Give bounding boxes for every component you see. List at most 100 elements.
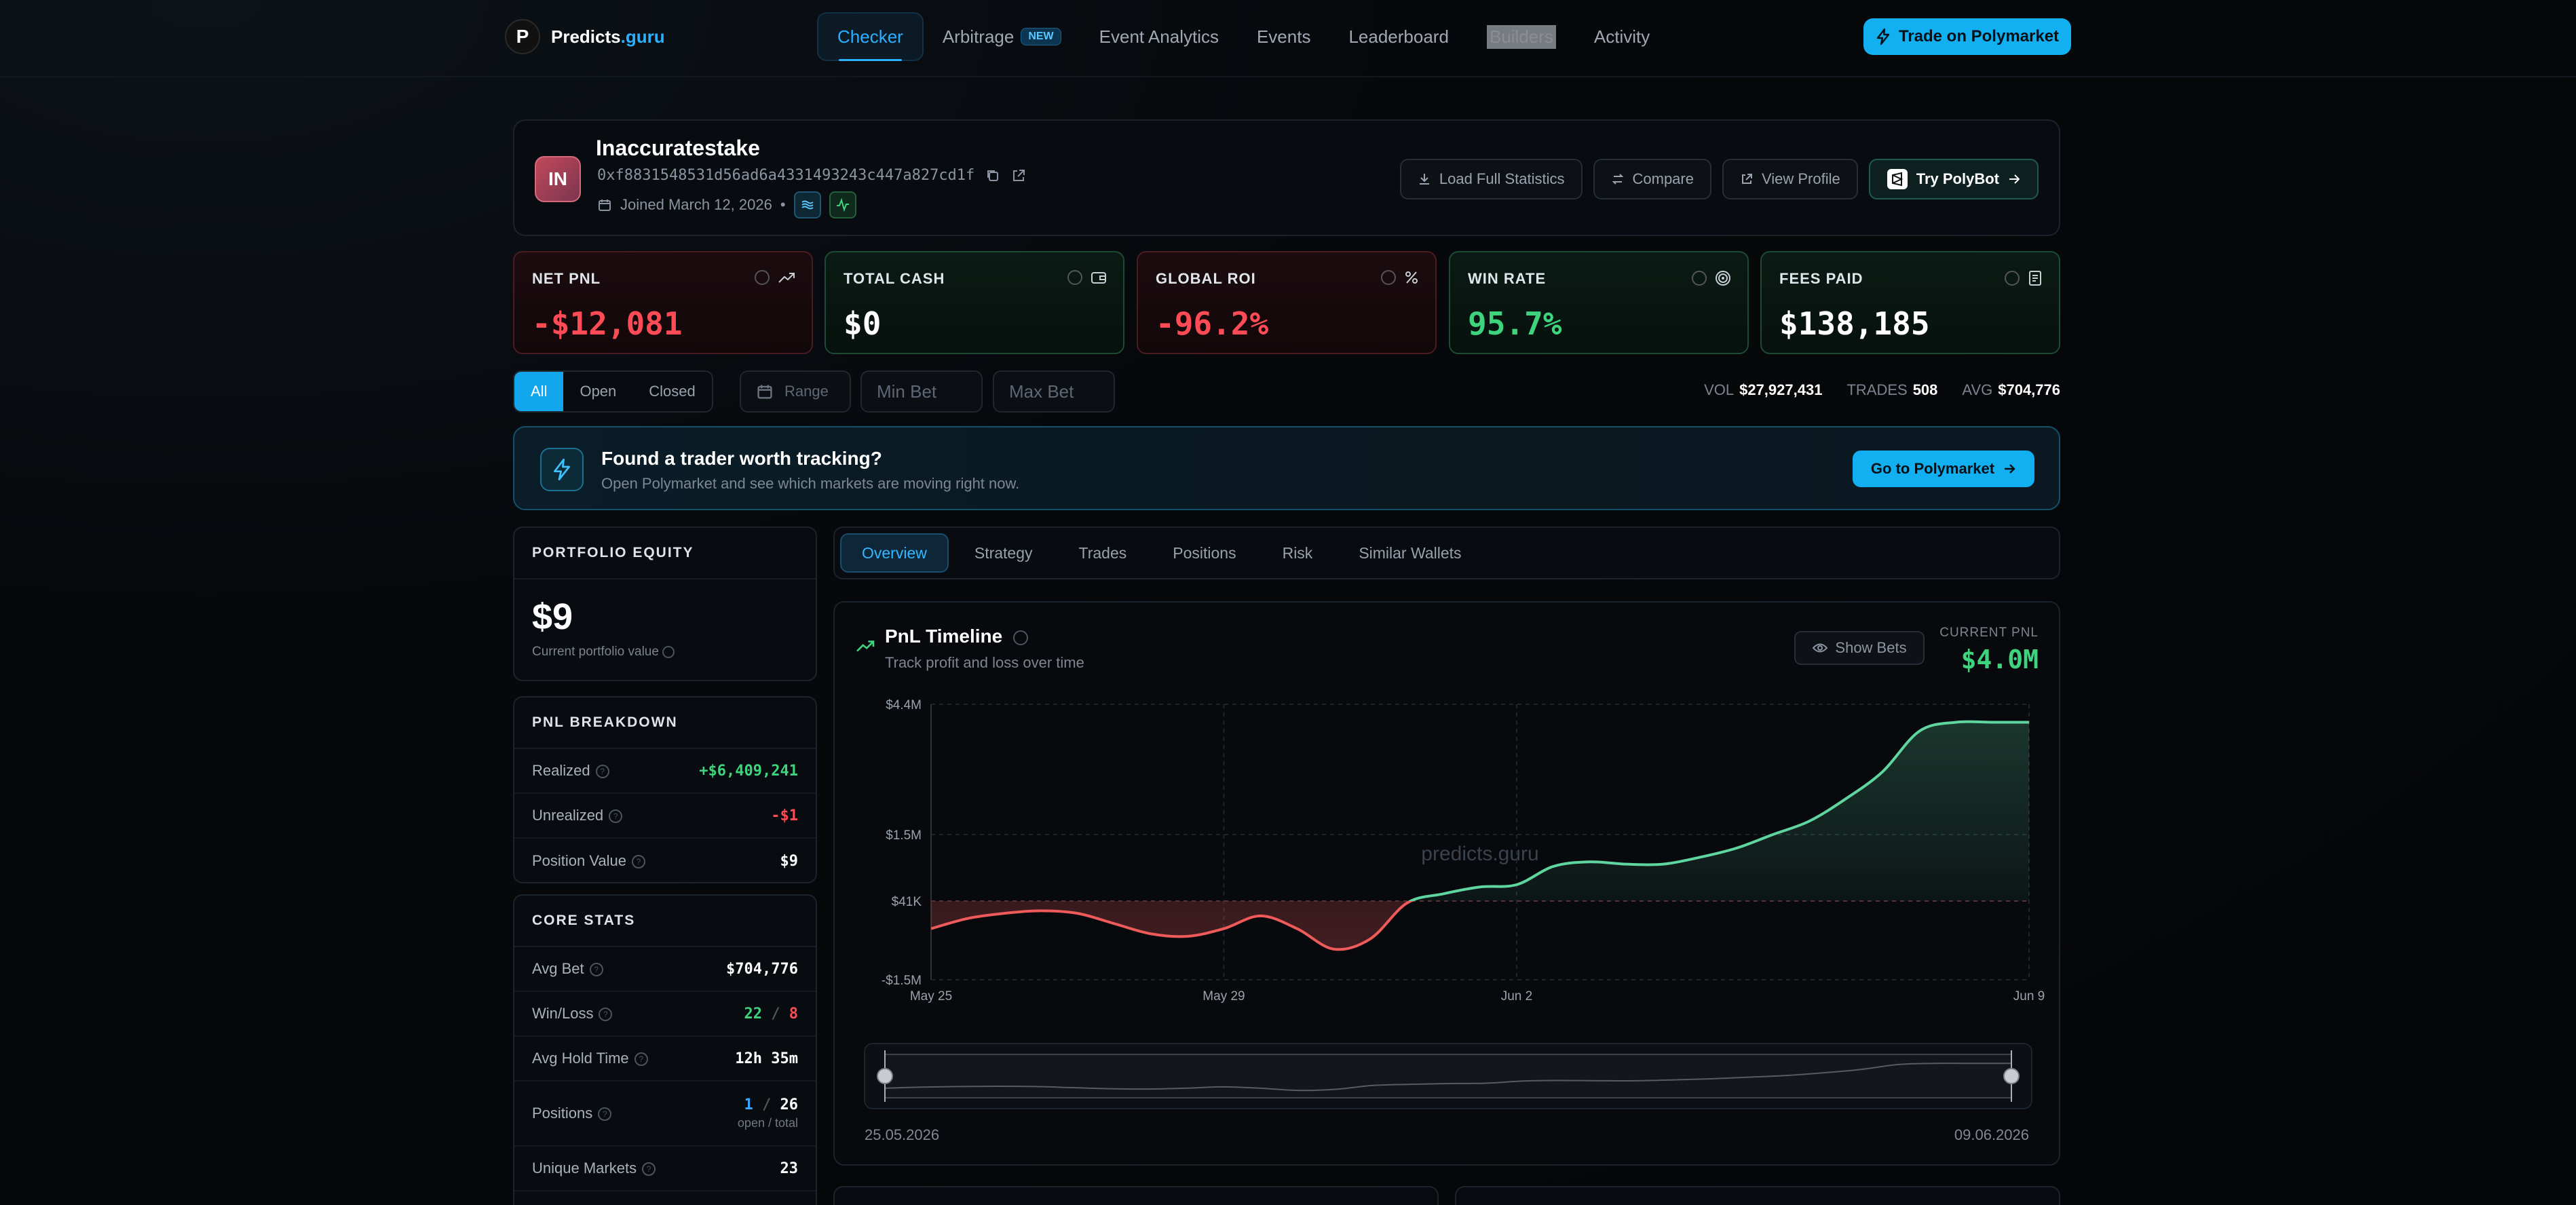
tab-trades[interactable]: Trades bbox=[1078, 543, 1127, 562]
polymarket-banner: Found a trader worth tracking? Open Poly… bbox=[513, 426, 2060, 510]
unique-markets-row: Unique Markets? 23 bbox=[514, 1147, 816, 1191]
calendar-icon bbox=[757, 385, 772, 399]
nav-builders[interactable]: Builders bbox=[1468, 12, 1575, 61]
y-tick-label: $41K bbox=[892, 895, 922, 909]
download-icon bbox=[1419, 174, 1429, 185]
info-icon[interactable] bbox=[755, 270, 770, 285]
summary-metrics: VOL $27,927,431 TRADES 508 AVG $704,776 bbox=[1704, 381, 2060, 399]
info-icon[interactable] bbox=[1692, 271, 1707, 286]
calendar-icon bbox=[599, 199, 611, 211]
y-tick-label: -$1.5M bbox=[882, 974, 922, 988]
profile-actions: Load Full Statistics Compare View Profil… bbox=[1399, 159, 2039, 199]
show-bets-button[interactable]: Show Bets bbox=[1794, 631, 1925, 665]
strategy-chip[interactable] bbox=[793, 191, 821, 218]
separator-dot: • bbox=[780, 196, 786, 213]
detail-tabs: Overview Strategy Trades Positions Risk … bbox=[833, 527, 2060, 579]
info-icon: ? bbox=[642, 1162, 656, 1177]
info-icon[interactable] bbox=[1381, 270, 1396, 285]
core-stats-card: CORE STATS Avg Bet? $704,776 Win/Loss? 22 … bbox=[513, 894, 817, 1205]
x-tick-label: Jun 2 bbox=[1501, 989, 1532, 1003]
compare-button[interactable]: Compare bbox=[1593, 159, 1711, 199]
info-icon: ? bbox=[634, 1052, 648, 1067]
nav-arbitrage[interactable]: Arbitrage NEW bbox=[924, 12, 1080, 61]
nav-event-analytics[interactable]: Event Analytics bbox=[1099, 26, 1219, 47]
trending-up-icon bbox=[856, 640, 875, 652]
global-roi-value: -96.2% bbox=[1156, 305, 1269, 342]
info-icon: ? bbox=[595, 765, 609, 779]
fees-paid-value: $138,185 bbox=[1779, 305, 1930, 342]
tab-risk[interactable]: Risk bbox=[1282, 543, 1313, 562]
nav-events[interactable]: Events bbox=[1256, 26, 1311, 47]
positions-row: Positions? 1 / 26 open / total bbox=[514, 1082, 816, 1147]
max-bet-input[interactable]: Max Bet bbox=[993, 370, 1115, 413]
realized-row: Realized? +$6,409,241 bbox=[514, 749, 816, 794]
nav-links: Checker Arbitrage NEW Event Analytics Eve… bbox=[817, 12, 1669, 61]
stat-win-rate: WIN RATE 95.7% bbox=[1449, 251, 1749, 354]
trade-on-polymarket-button[interactable]: Trade on Polymarket bbox=[1863, 18, 2071, 55]
brush-handle-end[interactable] bbox=[2003, 1068, 2020, 1084]
tab-overview[interactable]: Overview bbox=[840, 533, 949, 573]
range-end-label: 09.06.2026 bbox=[1954, 1126, 2029, 1143]
pnl-line-negative bbox=[931, 901, 1415, 951]
position-value-row: Position Value? $9 bbox=[532, 852, 798, 870]
trending-up-icon bbox=[778, 273, 795, 283]
chart-title: PnL Timeline bbox=[885, 626, 1029, 647]
chart-subtitle: Track profit and loss over time bbox=[885, 654, 1084, 671]
brush-sparkline bbox=[884, 1063, 2011, 1092]
pnl-line-positive bbox=[1407, 720, 2029, 901]
lightning-icon bbox=[554, 459, 571, 480]
next-card-right bbox=[1455, 1186, 2060, 1205]
min-bet-input[interactable]: Min Bet bbox=[860, 370, 983, 413]
activity-chip[interactable] bbox=[829, 191, 856, 218]
arrow-right-icon bbox=[2005, 464, 2015, 474]
tab-similar-wallets[interactable]: Similar Wallets bbox=[1359, 543, 1462, 562]
negative-area bbox=[931, 901, 2029, 950]
copy-icon[interactable] bbox=[985, 168, 1000, 183]
try-polybot-button[interactable]: Try PolyBot bbox=[1868, 159, 2039, 199]
nav-checker[interactable]: Checker bbox=[817, 12, 924, 61]
total-cash-value: $0 bbox=[844, 305, 882, 342]
wallet-address-row: 0xf8831548531d56ad6a4331493243c447a827cd… bbox=[597, 167, 1026, 184]
avatar: IN bbox=[535, 156, 581, 202]
view-profile-button[interactable]: View Profile bbox=[1722, 159, 1858, 199]
range-start-label: 25.05.2026 bbox=[865, 1126, 940, 1143]
info-icon[interactable] bbox=[2005, 271, 2020, 286]
filter-all[interactable]: All bbox=[514, 372, 564, 411]
filter-closed[interactable]: Closed bbox=[649, 383, 696, 400]
stat-total-cash: TOTAL CASH $0 bbox=[825, 251, 1124, 354]
nav-activity[interactable]: Activity bbox=[1593, 26, 1650, 47]
load-full-statistics-button[interactable]: Load Full Statistics bbox=[1399, 159, 1583, 199]
stat-global-roi: GLOBAL ROI -96.2% bbox=[1137, 251, 1437, 354]
go-to-polymarket-button[interactable]: Go to Polymarket bbox=[1853, 451, 2034, 487]
percent-icon bbox=[1405, 271, 1418, 284]
stat-fees-paid: FEES PAID $138,185 bbox=[1760, 251, 2060, 354]
info-icon bbox=[662, 645, 675, 658]
info-icon[interactable] bbox=[1067, 270, 1082, 285]
logo[interactable]: P Predicts.guru bbox=[505, 19, 665, 54]
info-icon: ? bbox=[599, 1008, 613, 1022]
tab-positions[interactable]: Positions bbox=[1173, 543, 1236, 562]
win-rate-value: 95.7% bbox=[1468, 305, 1562, 342]
filter-open[interactable]: Open bbox=[580, 383, 617, 400]
tab-strategy[interactable]: Strategy bbox=[974, 543, 1033, 562]
info-icon bbox=[1013, 630, 1029, 645]
vol-metric: VOL $27,927,431 bbox=[1704, 381, 1823, 398]
nav-leaderboard[interactable]: Leaderboard bbox=[1348, 26, 1449, 47]
arrow-right-icon bbox=[2009, 174, 2020, 184]
brush-handle-start[interactable] bbox=[877, 1068, 893, 1084]
positive-area bbox=[931, 721, 2029, 901]
range-picker[interactable]: Range bbox=[740, 370, 851, 413]
unrealized-row: Unrealized? -$1 bbox=[514, 794, 816, 839]
current-pnl-value: $4.0M bbox=[1961, 645, 2039, 674]
external-link-icon[interactable] bbox=[1011, 168, 1026, 183]
info-icon: ? bbox=[589, 963, 603, 977]
lightning-icon bbox=[1876, 28, 1890, 45]
eye-icon bbox=[1813, 643, 1828, 653]
portfolio-caption: Current portfolio value bbox=[532, 645, 675, 659]
joined-row: Joined March 12, 2026 • bbox=[597, 191, 856, 218]
polybot-icon bbox=[1887, 169, 1908, 189]
core-stats-title: CORE STATS bbox=[514, 896, 816, 947]
x-tick-label: Jun 9 bbox=[2013, 989, 2045, 1003]
